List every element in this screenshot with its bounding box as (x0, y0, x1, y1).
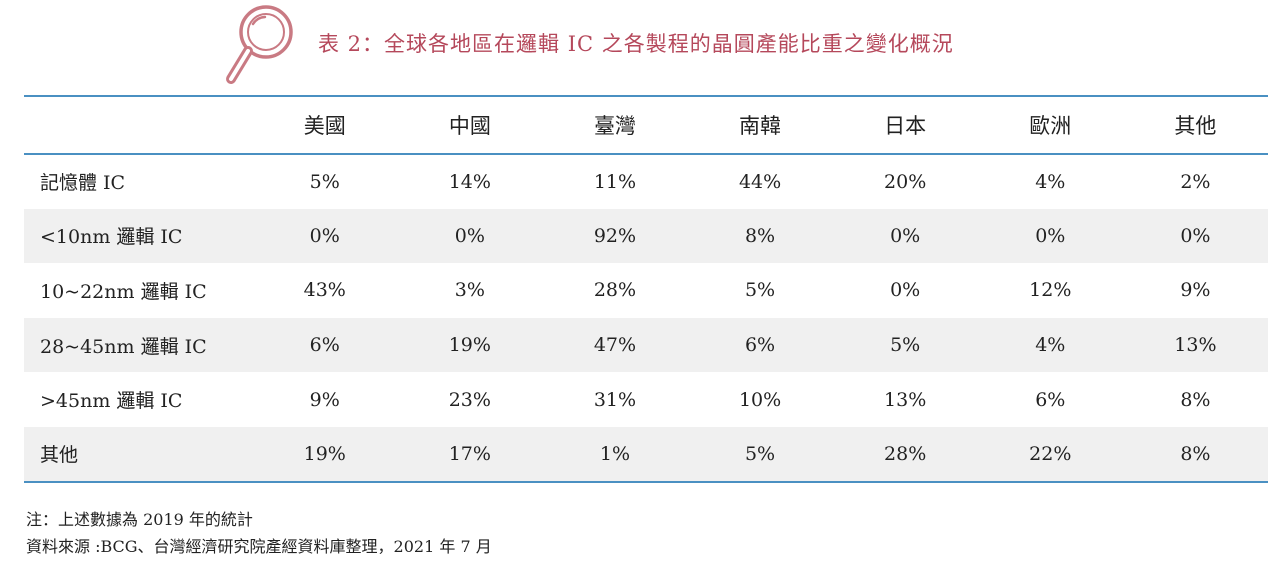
table-cell: 43% (303, 279, 346, 302)
row-label: 28~45nm 邏輯 IC (40, 335, 207, 358)
table-row: 記憶體 IC 5% 14% 11% 44% 20% 4% 2% (24, 154, 1268, 209)
header-cell: 日本 (884, 114, 927, 138)
table-cell: 6% (1035, 388, 1066, 411)
table-cell: 5% (890, 334, 921, 357)
table-cell: 8% (1180, 388, 1211, 411)
table-cell: 4% (1035, 334, 1066, 357)
table-cell: 28% (593, 279, 637, 302)
table-cell: 0% (1035, 224, 1066, 247)
table-cell: 6% (744, 334, 776, 357)
table-cell: 5% (744, 279, 776, 302)
table-cell: 0% (1180, 224, 1211, 247)
header-cell: 中國 (448, 114, 491, 138)
table-cell: 9% (1180, 279, 1211, 302)
table-cell: 6% (309, 334, 340, 357)
header-cell: 歐洲 (1029, 114, 1072, 138)
data-table: 美國 中國 臺灣 南韓 日本 歐洲 其他 記憶體 IC 5% 14% 11% 4… (24, 95, 1268, 483)
table-cell: 9% (309, 388, 340, 411)
table-row: 10~22nm 邏輯 IC 43% 3% 28% 5% 0% 12% 9% (24, 263, 1268, 318)
table-cell: 0% (890, 224, 921, 247)
table-cell: 44% (738, 170, 782, 193)
header-cell: 南韓 (739, 114, 782, 138)
table-cell: 0% (309, 224, 340, 247)
table-cell: 1% (599, 442, 631, 465)
table-cell: 8% (1180, 442, 1211, 465)
table-cell: 11% (593, 170, 637, 193)
table-cell: 13% (1174, 334, 1217, 357)
header-cell (24, 96, 252, 154)
table-cell: 92% (593, 224, 637, 247)
table-cell: 14% (448, 170, 491, 193)
table-cell: 8% (744, 224, 776, 247)
table-cell: 31% (593, 388, 637, 411)
table-cell: 10% (738, 388, 782, 411)
table-cell: 47% (593, 334, 637, 357)
notes: 注：上述數據為 2019 年的統計 資料來源 :BCG、台灣經濟研究院產經資料庫… (26, 506, 492, 560)
table-cell: 3% (454, 279, 485, 302)
table-cell: 22% (1029, 442, 1072, 465)
note-text: 注：上述數據為 2019 年的統計 (26, 510, 253, 529)
table-cell: 23% (448, 388, 491, 411)
source-text: 資料來源 :BCG、台灣經濟研究院產經資料庫整理，2021 年 7 月 (26, 537, 492, 556)
table-cell: 4% (1035, 170, 1066, 193)
row-label: 10~22nm 邏輯 IC (40, 280, 207, 303)
table-cell: 13% (884, 388, 927, 411)
header-cell: 其他 (1174, 114, 1217, 138)
table-row: 28~45nm 邏輯 IC 6% 19% 47% 6% 5% 4% 13% (24, 317, 1268, 373)
table-cell: 28% (884, 442, 927, 465)
table-cell: 17% (448, 442, 491, 465)
table-header-row: 美國 中國 臺灣 南韓 日本 歐洲 其他 (24, 96, 1268, 154)
table-row: 其他 19% 17% 1% 5% 28% 22% 8% (24, 426, 1268, 482)
table-cell: 5% (744, 442, 776, 465)
table-row: <10nm 邏輯 IC 0% 0% 92% 8% 0% 0% 0% (24, 208, 1268, 264)
table-cell: 0% (890, 279, 921, 302)
table-row: >45nm 邏輯 IC 9% 23% 31% 10% 13% 6% 8% (24, 372, 1268, 427)
table-cell: 12% (1029, 279, 1072, 302)
table-title: 表 2：全球各地區在邏輯 IC 之各製程的晶圓產能比重之變化概況 (318, 32, 954, 56)
table-cell: 2% (1180, 170, 1211, 193)
table-cell: 0% (454, 224, 485, 247)
row-label: <10nm 邏輯 IC (40, 226, 183, 249)
table-cell: 20% (884, 170, 927, 193)
table-cell: 5% (309, 170, 340, 193)
row-label: 其他 (40, 444, 79, 467)
header-cell: 美國 (303, 114, 346, 138)
row-label: >45nm 邏輯 IC (40, 390, 183, 413)
magnifier-icon (226, 5, 293, 84)
table-cell: 19% (303, 442, 346, 465)
row-label: 記憶體 IC (40, 172, 126, 195)
header-cell: 臺灣 (593, 114, 636, 138)
title-bar: 表 2：全球各地區在邏輯 IC 之各製程的晶圓產能比重之變化概況 (0, 0, 1268, 92)
table-cell: 19% (448, 334, 491, 357)
